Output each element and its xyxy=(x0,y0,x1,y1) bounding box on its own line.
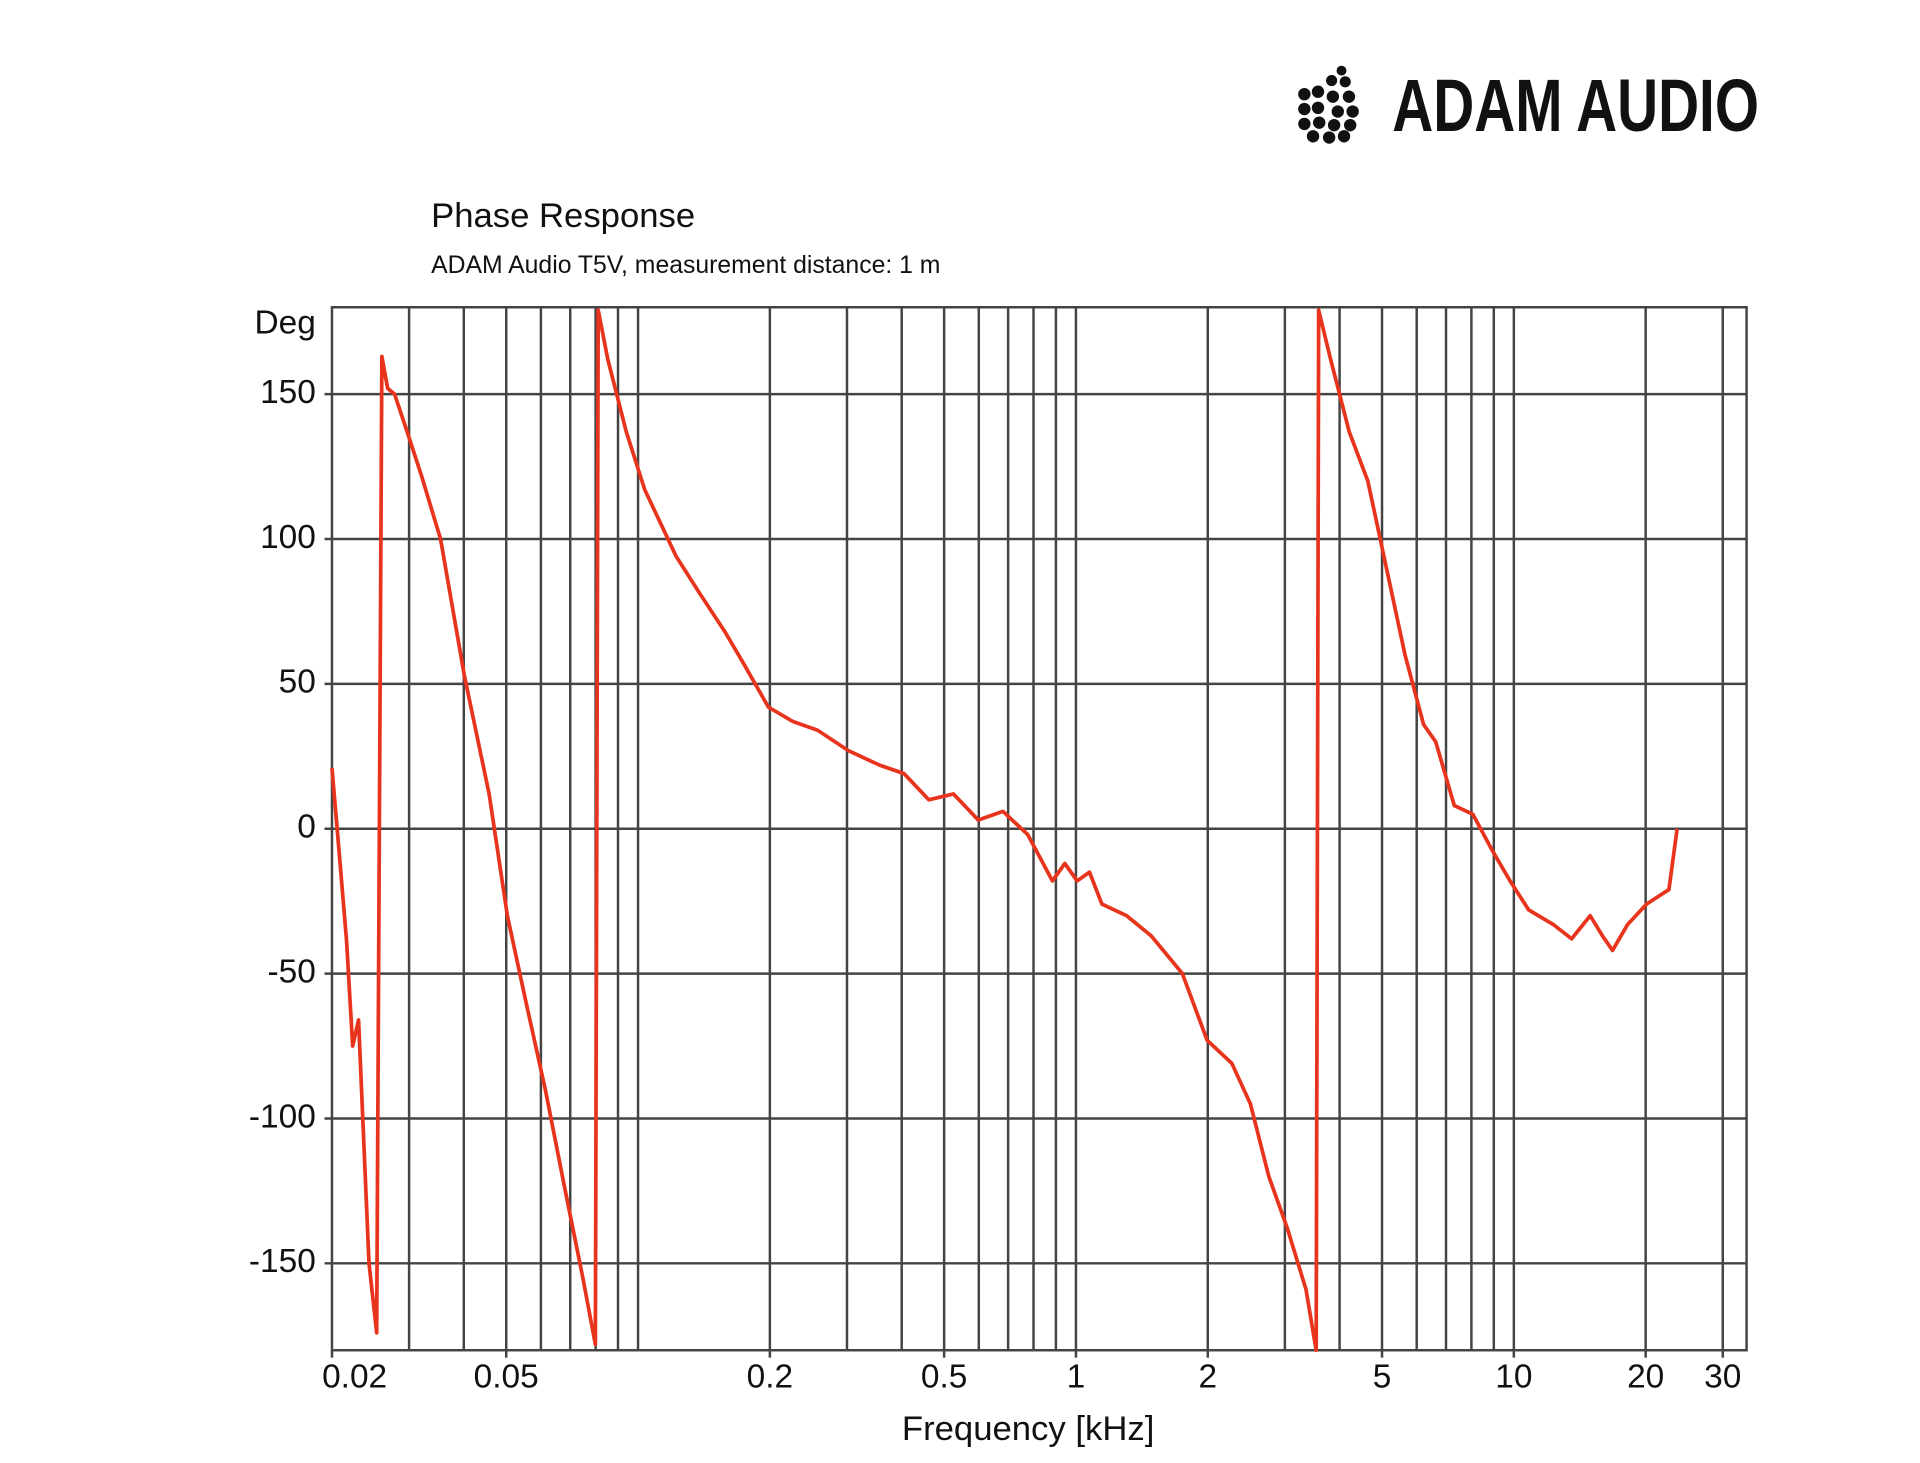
x-tick-label: 30 xyxy=(1704,1359,1741,1396)
chart-subtitle: ADAM Audio T5V, measurement distance: 1 … xyxy=(431,252,940,279)
chart-title: Phase Response xyxy=(431,197,695,235)
y-tick-label: 50 xyxy=(279,664,316,701)
x-tick-label: 10 xyxy=(1495,1359,1532,1396)
phase-line xyxy=(330,308,1679,1353)
x-tick-label: 2 xyxy=(1198,1359,1217,1396)
brand-name: ADAM AUDIO xyxy=(1392,64,1759,147)
y-axis-label: Deg xyxy=(255,304,316,341)
x-tick-label: 20 xyxy=(1627,1359,1664,1396)
x-tick-label: 5 xyxy=(1373,1359,1392,1396)
brand-logo-icon xyxy=(1298,65,1359,144)
x-axis-label: Frequency [kHz] xyxy=(902,1410,1154,1448)
y-tick-label: -50 xyxy=(268,953,316,990)
x-tick-label: 0.2 xyxy=(747,1359,793,1396)
x-tick-label: 0.05 xyxy=(474,1359,539,1396)
y-tick-label: 100 xyxy=(260,519,316,556)
y-tick-label: 0 xyxy=(297,809,316,846)
plot-frame xyxy=(330,306,1748,1352)
x-tick-label: 0.5 xyxy=(921,1359,967,1396)
y-tick-label: -150 xyxy=(249,1243,316,1280)
y-tick-label: -100 xyxy=(249,1098,316,1135)
x-tick-label: 0.02 xyxy=(322,1359,387,1396)
y-tick-label: 150 xyxy=(260,374,316,411)
x-tick-label: 1 xyxy=(1067,1359,1086,1396)
